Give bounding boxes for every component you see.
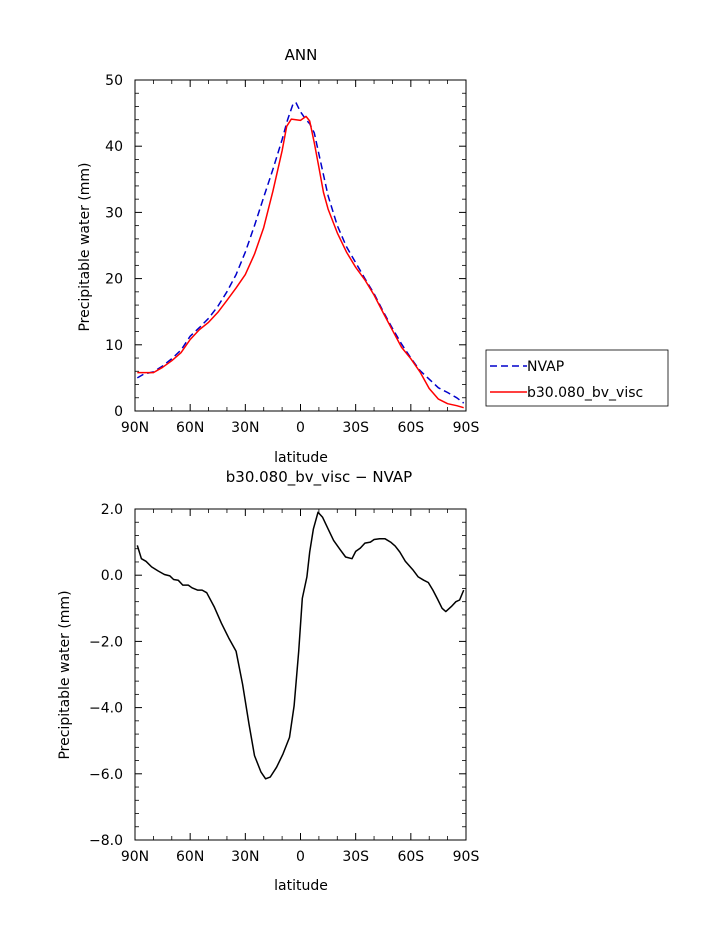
chart-title: ANN (285, 46, 318, 64)
y-tick-label: −4.0 (89, 701, 123, 717)
x-tick-label: 0 (296, 849, 305, 865)
x-axis-label: latitude (274, 450, 328, 466)
x-tick-label: 60N (176, 420, 204, 436)
y-tick-label: 0.0 (101, 568, 123, 584)
series-line-b30-080-bv-visc (137, 115, 464, 409)
y-axis-label: Precipitable water (mm) (57, 590, 73, 759)
y-tick-label: 0 (114, 404, 123, 420)
y-tick-label: −2.0 (89, 634, 123, 650)
x-tick-label: 0 (296, 420, 305, 436)
y-axis-label: Precipitable water (mm) (77, 162, 93, 331)
series-line-difference (136, 511, 465, 780)
y-tick-label: 2.0 (101, 502, 123, 518)
chart-title: b30.080_bv_visc − NVAP (226, 468, 412, 487)
y-tick-label: −6.0 (89, 767, 123, 783)
series-line-nvap (136, 101, 465, 404)
legend: NVAP b30.080_bv_visc (485, 349, 669, 407)
x-tick-label: 90N (121, 849, 149, 865)
y-tick-label: 20 (105, 272, 123, 288)
x-tick-label: 90N (121, 420, 149, 436)
x-axis-label: latitude (274, 878, 328, 894)
chart-precipitable-water: ANN 0 10 20 30 40 50 90N 60N 30N 0 30S 60S 90S Prec… (77, 46, 669, 466)
x-tick-label: 30N (231, 420, 259, 436)
chart-difference: b30.080_bv_visc − NVAP 2.0 0.0 −2.0 −4.0 −6.… (57, 468, 479, 894)
y-tick-label: 50 (105, 73, 123, 89)
x-tick-label: 60S (397, 420, 424, 436)
y-tick-label: −8.0 (89, 833, 123, 849)
x-tick-label: 30N (231, 849, 259, 865)
x-tick-label: 90S (453, 420, 480, 436)
x-tick-label: 60S (397, 849, 424, 865)
x-tick-label: 90S (453, 849, 480, 865)
x-tick-label: 30S (342, 420, 369, 436)
legend-label-nvap: NVAP (527, 359, 564, 375)
legend-box (485, 349, 669, 407)
plot-frame (134, 79, 467, 412)
plot-frame (134, 508, 467, 841)
legend-label-model: b30.080_bv_visc (527, 385, 643, 401)
y-tick-label: 10 (105, 338, 123, 354)
y-tick-label: 30 (105, 205, 123, 221)
x-tick-label: 60N (176, 849, 204, 865)
y-tick-label: 40 (105, 139, 123, 155)
x-tick-label: 30S (342, 849, 369, 865)
